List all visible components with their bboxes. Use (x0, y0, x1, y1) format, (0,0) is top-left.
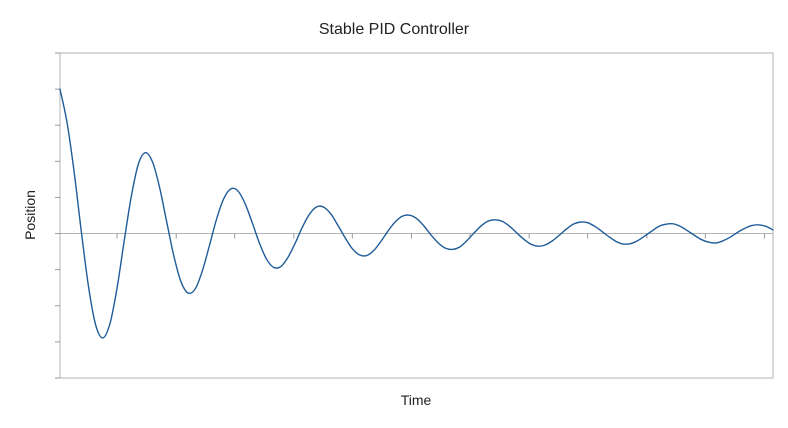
y-axis-label: Position (22, 190, 38, 240)
x-axis-label: Time (401, 392, 432, 408)
y-axis-ticks (55, 52, 60, 379)
series-line-0 (59, 88, 774, 339)
x-axis-ticks (116, 233, 765, 239)
plot-area (59, 52, 774, 379)
chart-title: Stable PID Controller (319, 21, 470, 38)
series-group (59, 88, 774, 339)
